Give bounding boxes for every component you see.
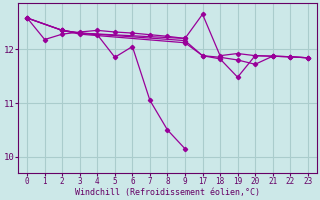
X-axis label: Windchill (Refroidissement éolien,°C): Windchill (Refroidissement éolien,°C) — [75, 188, 260, 197]
